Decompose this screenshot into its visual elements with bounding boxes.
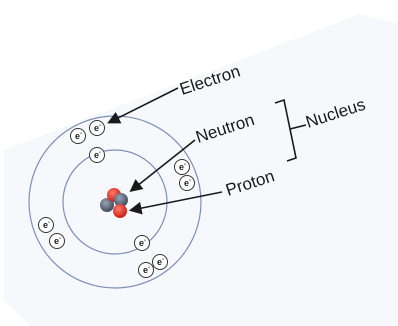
electron-charge: - bbox=[99, 123, 101, 129]
electron-charge: - bbox=[48, 220, 50, 226]
proton-particle bbox=[113, 204, 127, 218]
electron: e- bbox=[38, 217, 54, 233]
electron-symbol: e bbox=[75, 131, 80, 141]
electron-symbol: e bbox=[143, 265, 148, 275]
electrons: e -e -e -e -e -e -e - e -e -e - bbox=[38, 120, 195, 278]
electron-charge: - bbox=[144, 238, 146, 244]
nucleus bbox=[100, 188, 128, 218]
electron: e- bbox=[49, 233, 65, 249]
electron-charge: - bbox=[80, 131, 82, 137]
electron-charge: - bbox=[162, 257, 164, 263]
electron: e- bbox=[179, 175, 195, 191]
electron-symbol: e bbox=[179, 162, 184, 172]
electron-symbol: e bbox=[139, 238, 144, 248]
electron: e- bbox=[152, 254, 168, 270]
electron-symbol: e bbox=[184, 178, 189, 188]
electron-symbol: e bbox=[54, 236, 59, 246]
proton-arrow bbox=[128, 191, 223, 215]
electron-symbol: e bbox=[94, 150, 99, 160]
electron-charge: - bbox=[184, 162, 186, 168]
electron-charge: - bbox=[189, 178, 191, 184]
electron-charge: - bbox=[99, 150, 101, 156]
neutron-particle bbox=[100, 198, 114, 212]
electron-symbol: e bbox=[43, 220, 48, 230]
neutron-arrow bbox=[129, 139, 196, 192]
electron: e- bbox=[138, 262, 154, 278]
diagram-card bbox=[4, 14, 398, 326]
electron-symbol: e bbox=[157, 257, 162, 267]
electron: e- bbox=[134, 235, 150, 251]
electron-charge: - bbox=[148, 265, 150, 271]
arrows bbox=[107, 87, 307, 215]
nucleus-bracket bbox=[274, 98, 307, 162]
electron: e- bbox=[89, 147, 105, 163]
electron-charge: - bbox=[59, 236, 61, 242]
inner-orbit bbox=[62, 149, 168, 255]
electron-symbol: e bbox=[94, 123, 99, 133]
electron: e- bbox=[70, 128, 86, 144]
neutron-particle bbox=[114, 193, 128, 207]
electron: e- bbox=[174, 159, 190, 175]
electron: e- bbox=[89, 120, 105, 136]
electron-arrow bbox=[107, 87, 179, 124]
